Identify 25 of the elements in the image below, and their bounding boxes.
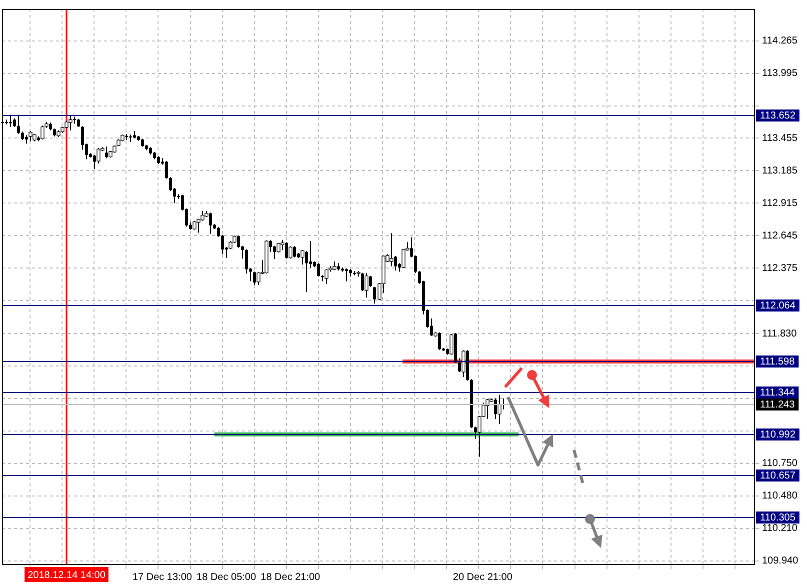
x-tick-label: 18 Dec 05:00 bbox=[196, 572, 256, 583]
y-tick-label: 113.185 bbox=[762, 165, 798, 176]
x-tick-label: 18 Dec 21:00 bbox=[260, 572, 321, 583]
ref-line-label: 111.344 bbox=[760, 387, 796, 398]
y-tick-label: 112.645 bbox=[762, 230, 798, 242]
y-tick-label: 114.265 bbox=[762, 36, 798, 47]
y-tick-label: 110.210 bbox=[762, 523, 798, 534]
ref-line-label: 110.657 bbox=[760, 470, 796, 482]
x-tick-label: 20 Dec 21:00 bbox=[452, 572, 513, 583]
x-tick-label: 17 Dec 13:00 bbox=[132, 572, 192, 583]
y-tick-label: 113.455 bbox=[762, 132, 798, 144]
ref-line-label: 111.243 bbox=[760, 399, 796, 410]
y-tick-label: 113.995 bbox=[762, 68, 798, 80]
ref-line-label: 112.064 bbox=[760, 300, 796, 312]
y-tick-label: 110.480 bbox=[762, 490, 798, 502]
y-tick-label: 111.830 bbox=[762, 328, 798, 340]
y-tick-label: 112.915 bbox=[762, 198, 798, 209]
ref-line-label: 113.652 bbox=[760, 110, 796, 122]
y-tick-label: 110.750 bbox=[762, 458, 798, 470]
y-tick-label: 109.940 bbox=[762, 556, 799, 567]
x-tick-label: 2018.12.14 14:00 bbox=[28, 570, 106, 581]
ref-line-label: 110.992 bbox=[760, 429, 796, 440]
ref-line-label: 110.305 bbox=[760, 512, 796, 524]
ref-line-label: 111.598 bbox=[760, 356, 796, 368]
y-tick-label: 112.375 bbox=[762, 262, 798, 274]
